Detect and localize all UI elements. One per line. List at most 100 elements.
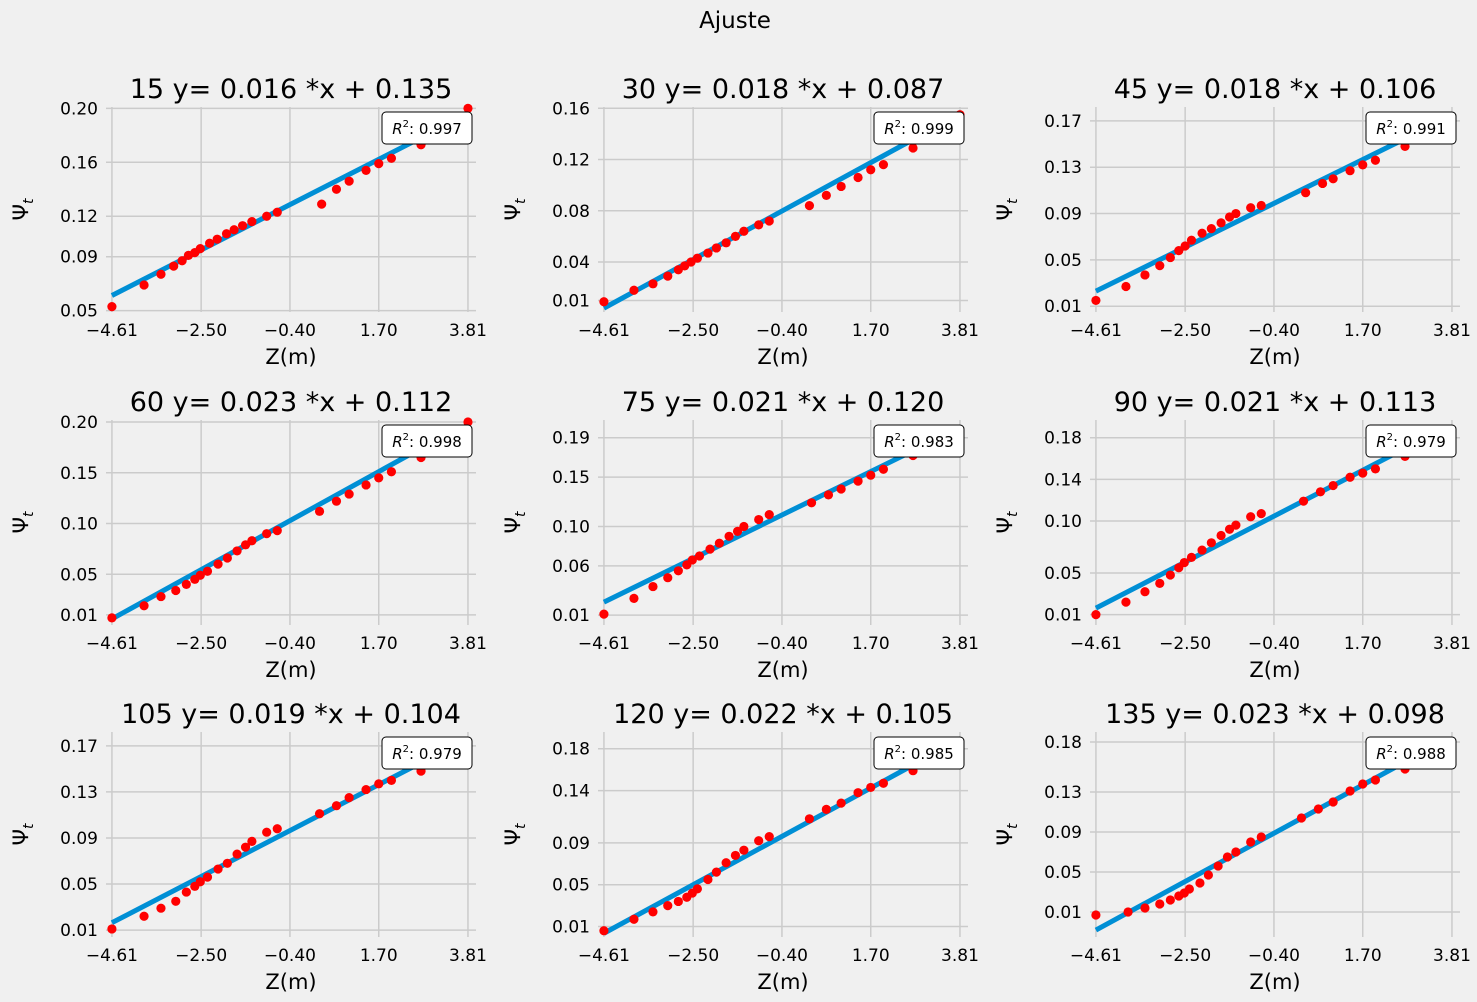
data-point — [247, 836, 257, 847]
data-point — [908, 143, 918, 153]
data-point — [648, 279, 658, 289]
data-point — [272, 207, 282, 217]
data-point — [1370, 775, 1381, 785]
data-point — [314, 809, 325, 819]
data-point — [1186, 552, 1197, 562]
x-tick-label: −2.50 — [667, 946, 719, 966]
data-point — [806, 498, 817, 508]
y-tick-label: 0.14 — [1044, 470, 1082, 490]
y-tick-label: 0.01 — [552, 606, 590, 626]
y-tick-label: 0.13 — [60, 783, 98, 803]
data-point — [374, 159, 384, 169]
data-point — [1256, 200, 1266, 211]
data-point — [1315, 487, 1326, 497]
data-point — [692, 884, 702, 894]
data-point — [853, 788, 863, 798]
y-tick-label: 0.19 — [552, 429, 590, 449]
x-axis-label: Z(m) — [1249, 658, 1300, 682]
data-point — [1370, 155, 1381, 165]
data-point — [692, 253, 702, 263]
data-point — [663, 901, 673, 911]
data-point — [629, 593, 639, 603]
data-point — [836, 798, 846, 808]
r2-annotation: R2: 0.998 — [381, 424, 473, 458]
data-point — [1213, 861, 1223, 871]
r2-annotation: R2: 0.983 — [873, 424, 965, 458]
y-tick-label: 0.05 — [60, 565, 98, 585]
x-tick-label: 1.70 — [852, 946, 890, 966]
data-point — [804, 201, 815, 211]
data-point — [361, 784, 371, 795]
data-point — [754, 514, 764, 525]
x-tick-label: −0.40 — [1248, 634, 1300, 654]
y-tick-label: 0.01 — [60, 921, 98, 941]
data-point — [169, 261, 179, 271]
data-point — [1155, 261, 1165, 271]
y-tick-label: 0.18 — [552, 740, 590, 760]
y-tick-label: 0.05 — [552, 876, 590, 896]
x-tick-label: −0.40 — [264, 946, 316, 966]
y-tick-label: 0.20 — [60, 99, 98, 119]
data-point — [386, 467, 397, 477]
data-point — [754, 220, 764, 230]
r2-box — [873, 111, 965, 145]
r2-box — [1365, 424, 1457, 458]
data-point — [331, 801, 342, 811]
data-point — [1206, 538, 1216, 548]
y-axis-label: Ψt — [501, 198, 529, 221]
y-axis-label: Ψt — [9, 198, 37, 221]
data-point — [1174, 246, 1184, 256]
x-axis-label: Z(m) — [757, 658, 808, 682]
r2-text: R2: 0.983 — [884, 432, 954, 451]
x-tick-label: 3.81 — [941, 946, 979, 966]
x-tick-label: 1.70 — [852, 321, 890, 341]
figure-suptitle: Ajuste — [699, 8, 771, 34]
subplot-title: 60 y= 0.023 *x + 0.112 — [130, 387, 453, 418]
data-point — [374, 473, 384, 483]
y-tick-label: 0.05 — [1044, 564, 1082, 584]
y-tick-label: 0.13 — [1044, 783, 1082, 803]
y-tick-label: 0.12 — [552, 151, 590, 171]
y-tick-label: 0.09 — [1044, 205, 1082, 225]
data-point — [599, 926, 609, 936]
y-tick-label: 0.01 — [552, 918, 590, 938]
subplot-5: −4.61 −2.50 −0.40 1.70 3.81 0.01 0.06 0.10 0.15 0… — [501, 387, 979, 682]
data-point — [823, 490, 834, 500]
x-tick-label: 3.81 — [449, 946, 487, 966]
x-tick-label: 1.70 — [1344, 946, 1382, 966]
data-point — [1165, 895, 1175, 905]
y-tick-label: 0.10 — [552, 517, 590, 537]
data-point — [1180, 241, 1190, 251]
data-point — [1197, 545, 1207, 555]
data-point — [629, 914, 639, 924]
data-point — [156, 903, 166, 913]
x-tick-label: −2.50 — [667, 634, 719, 654]
x-axis-label: Z(m) — [1249, 345, 1300, 369]
data-point — [1231, 847, 1241, 857]
x-tick-label: −2.50 — [1159, 321, 1211, 341]
y-tick-label: 0.01 — [60, 606, 98, 626]
data-point — [1358, 468, 1368, 478]
data-point — [344, 176, 354, 186]
subplot-title: 30 y= 0.018 *x + 0.087 — [622, 74, 945, 105]
data-point — [1246, 203, 1256, 213]
y-tick-label: 0.17 — [1044, 112, 1082, 132]
data-point — [1328, 480, 1338, 491]
data-point — [1140, 587, 1150, 597]
data-point — [213, 559, 223, 569]
y-tick-label: 0.05 — [60, 875, 98, 895]
data-point — [754, 836, 764, 846]
data-point — [237, 221, 248, 231]
x-tick-label: −0.40 — [756, 946, 808, 966]
subplot-title: 90 y= 0.021 *x + 0.113 — [1114, 387, 1437, 418]
y-tick-label: 0.01 — [1044, 903, 1082, 923]
data-point — [648, 907, 658, 917]
y-tick-label: 0.05 — [1044, 251, 1082, 271]
data-point — [599, 297, 609, 307]
data-point — [181, 579, 191, 590]
data-point — [673, 566, 683, 576]
x-axis-label: Z(m) — [757, 345, 808, 369]
x-tick-label: −2.50 — [1159, 634, 1211, 654]
data-point — [1298, 496, 1309, 506]
data-point — [171, 896, 181, 906]
